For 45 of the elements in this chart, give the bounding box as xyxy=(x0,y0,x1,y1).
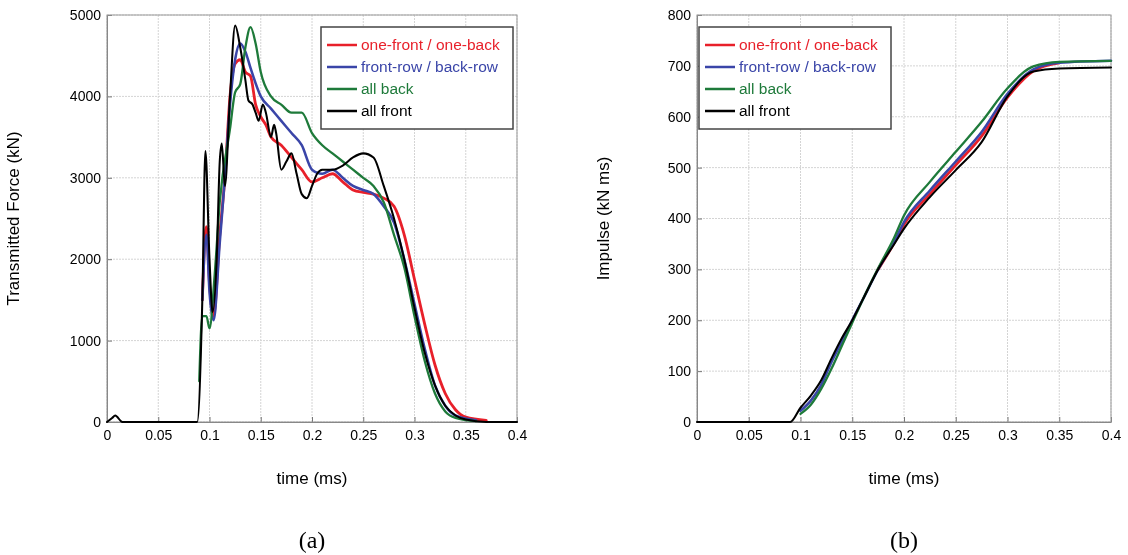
y-tick-label: 100 xyxy=(667,363,692,380)
legend-label: one-front / one-back xyxy=(739,36,878,53)
y-tick-label: 1000 xyxy=(69,332,102,349)
legend-label: one-front / one-back xyxy=(361,36,500,53)
y-tick-label: 3000 xyxy=(69,169,102,186)
y-tick-label: 0 xyxy=(683,413,692,430)
y-tick-label: 0 xyxy=(93,413,102,430)
x-tick-label: 0.15 xyxy=(839,426,867,443)
y-axis-title: Transmitted Force (kN) xyxy=(4,131,23,306)
x-tick-label: 0.2 xyxy=(894,426,915,443)
y-tick-label: 4000 xyxy=(69,88,102,105)
y-axis-title: Impulse (kN ms) xyxy=(594,156,613,281)
y-tick-label: 200 xyxy=(667,312,692,329)
y-tick-label: 800 xyxy=(667,6,692,23)
y-tick-label: 2000 xyxy=(69,251,102,268)
x-tick-label: 0.1 xyxy=(200,426,220,443)
legend-label: all back xyxy=(739,80,792,97)
text: (a) xyxy=(298,527,326,553)
x-tick-label: 0.4 xyxy=(507,426,528,443)
y-tick-label: 500 xyxy=(667,159,692,176)
text: (b) xyxy=(890,527,918,553)
x-axis-title: time (ms) xyxy=(276,469,348,488)
x-tick-label: 0.25 xyxy=(942,426,971,443)
legend-label: all front xyxy=(739,102,791,119)
x-axis-title: time (ms) xyxy=(868,469,940,488)
legend-label: front-row / back-row xyxy=(361,58,499,75)
x-tick-label: 0.4 xyxy=(1101,426,1122,443)
legend-label: all back xyxy=(361,80,414,97)
x-tick-label: 0.15 xyxy=(247,426,276,443)
x-tick-label: 0.35 xyxy=(1046,426,1074,443)
x-tick-label: 0.05 xyxy=(145,426,173,443)
legend-label: front-row / back-row xyxy=(739,58,877,75)
y-tick-label: 400 xyxy=(667,210,692,227)
legend-label: all front xyxy=(361,102,413,119)
x-tick-label: 0.3 xyxy=(998,426,1018,443)
y-tick-label: 700 xyxy=(667,57,692,74)
x-tick-label: 0.2 xyxy=(302,426,323,443)
y-tick-label: 300 xyxy=(667,261,692,278)
x-tick-label: 0.05 xyxy=(735,426,764,443)
x-tick-label: 0.35 xyxy=(452,426,481,443)
x-tick-label: 0.25 xyxy=(350,426,378,443)
y-tick-label: 600 xyxy=(667,108,692,125)
x-tick-label: 0.1 xyxy=(791,426,811,443)
x-tick-label: 0.3 xyxy=(405,426,425,443)
y-tick-label: 5000 xyxy=(69,6,102,23)
